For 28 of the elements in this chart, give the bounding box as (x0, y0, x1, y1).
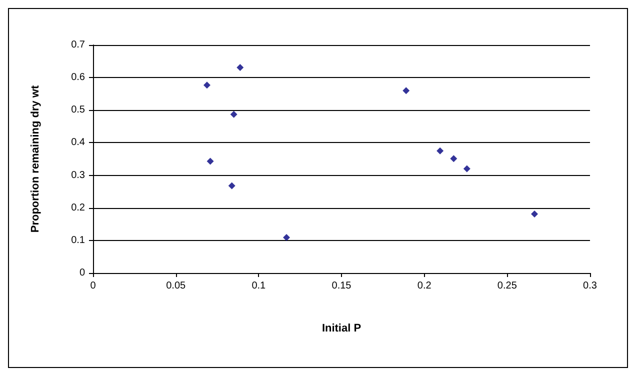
point (283, 234, 290, 241)
y-tick-label: 0.5 (71, 104, 86, 116)
y-tick-label: 0.1 (71, 234, 86, 246)
x-tick-label: 0.2 (417, 280, 432, 292)
y-tick-label: 0.6 (71, 72, 86, 84)
point (206, 158, 214, 165)
point (236, 64, 244, 71)
y-tick-label: 0.4 (71, 137, 86, 148)
point (402, 87, 410, 94)
y-tick-label: 0.3 (71, 170, 86, 181)
point (531, 210, 538, 218)
x-tick-label: 0.25 (497, 280, 518, 292)
y-tick-label: 0.7 (71, 40, 86, 50)
point (228, 182, 236, 190)
x-tick-label: 0.3 (583, 280, 598, 292)
point (230, 110, 238, 118)
x-tick-label: 0.15 (332, 280, 352, 292)
point (450, 155, 458, 162)
point (436, 147, 444, 154)
x-axis-title: Initial P (322, 322, 362, 334)
point (463, 165, 470, 172)
x-tick-label: 0.05 (166, 280, 186, 292)
y-tick-label: 0.2 (71, 202, 86, 214)
x-tick-label: 0.1 (252, 280, 266, 292)
y-axis-title: Proportion remaining dry wt (30, 85, 42, 233)
point (203, 82, 210, 89)
y-tick-label: 0 (79, 268, 86, 278)
x-tick-label: 0 (90, 280, 96, 292)
